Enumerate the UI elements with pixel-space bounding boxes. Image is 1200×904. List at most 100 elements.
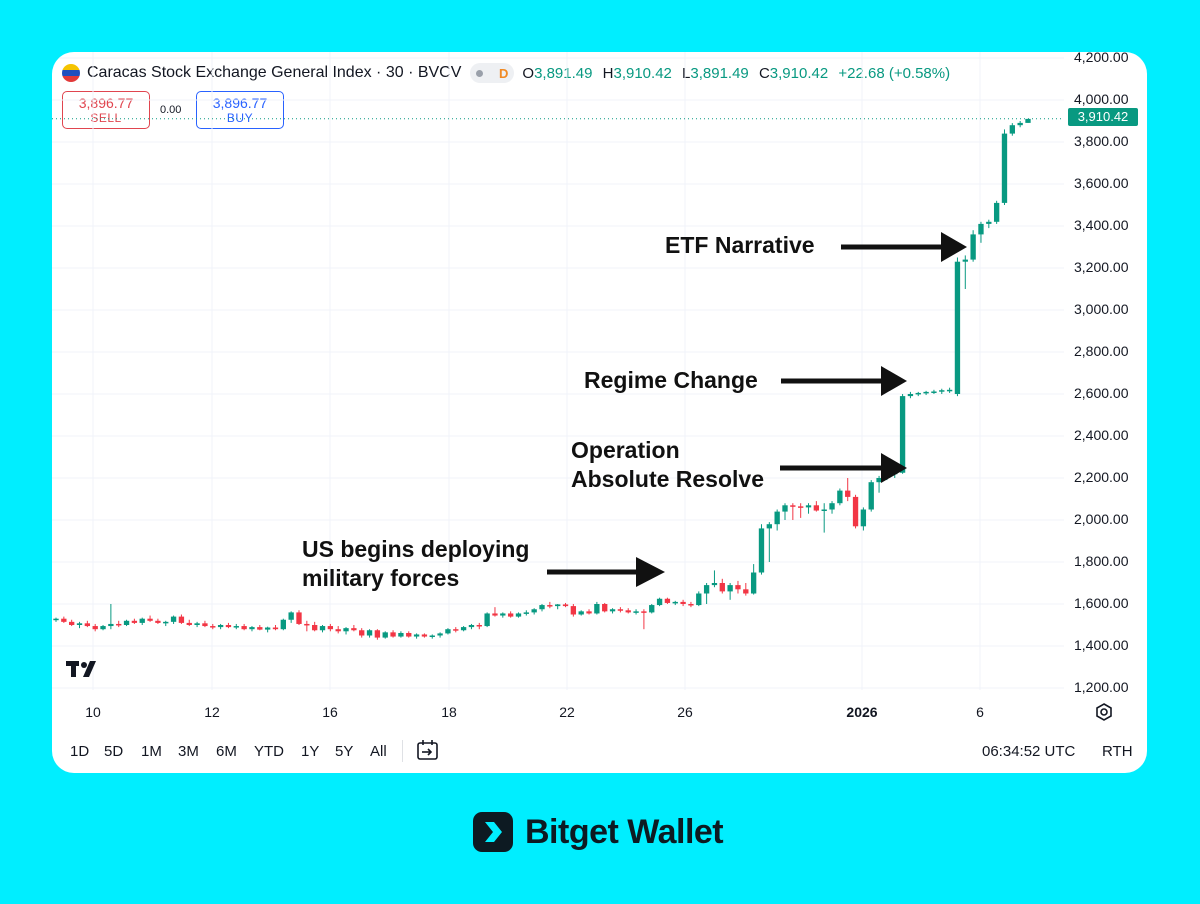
- range-all[interactable]: All: [370, 743, 387, 760]
- candle: [178, 614, 185, 624]
- candle: [837, 488, 843, 506]
- candle: [280, 618, 286, 631]
- candle: [868, 480, 874, 512]
- candle: [484, 612, 490, 628]
- candle: [664, 597, 671, 604]
- candle: [515, 612, 522, 618]
- y-tick-label: 2,800.00: [1074, 343, 1129, 359]
- utc-clock[interactable]: 06:34:52 UTC: [982, 743, 1076, 760]
- range-1d[interactable]: 1D: [70, 743, 90, 760]
- range-ytd[interactable]: YTD: [254, 743, 284, 760]
- y-tick-label: 1,200.00: [1074, 679, 1129, 695]
- candle: [1001, 129, 1008, 205]
- go-to-date-icon[interactable]: [416, 739, 440, 761]
- range-6m[interactable]: 6M: [216, 743, 237, 760]
- tradingview-logo-icon[interactable]: [66, 659, 102, 679]
- candle: [421, 633, 428, 638]
- candle: [343, 627, 349, 635]
- range-1y[interactable]: 1Y: [301, 743, 320, 760]
- candle: [116, 620, 122, 628]
- data-delay-badge[interactable]: D: [470, 63, 515, 83]
- range-5y[interactable]: 5Y: [335, 743, 354, 760]
- ohlc-readout: O3,891.49 H3,910.42 L3,891.49 C3,910.42 …: [522, 65, 956, 82]
- last-price-tag: 3,910.42: [1068, 108, 1138, 126]
- candle: [319, 625, 326, 633]
- candle: [813, 501, 820, 512]
- toolbar-divider: [402, 740, 403, 762]
- candle: [954, 257, 961, 397]
- candle: [555, 604, 561, 610]
- candle: [194, 621, 200, 628]
- arrow-etf: [841, 232, 967, 262]
- candle: [312, 621, 318, 632]
- close-value: 3,910.42: [769, 64, 829, 82]
- annotation-deploy-l2: military forces: [302, 565, 460, 591]
- candle: [578, 610, 584, 616]
- candle: [264, 626, 271, 633]
- range-1m[interactable]: 1M: [141, 743, 162, 760]
- candle: [437, 632, 443, 638]
- range-5d[interactable]: 5D: [104, 743, 124, 760]
- candle: [61, 616, 67, 623]
- candle: [390, 630, 396, 638]
- candle: [155, 618, 161, 624]
- range-3m[interactable]: 3M: [178, 743, 199, 760]
- candle: [382, 631, 388, 639]
- buy-button[interactable]: 3,896.77 BUY: [196, 91, 284, 129]
- candle: [257, 625, 263, 631]
- annotation-regime: Regime Change: [584, 367, 758, 393]
- candle: [547, 601, 553, 609]
- candle: [609, 608, 616, 614]
- candle: [445, 628, 451, 635]
- candle: [92, 623, 98, 632]
- candle: [139, 617, 145, 625]
- y-tick-label: 2,400.00: [1074, 427, 1129, 443]
- settings-icon[interactable]: [1095, 703, 1113, 721]
- y-tick-label: 3,600.00: [1074, 175, 1129, 191]
- chart-card: Caracas Stock Exchange General Index · 3…: [52, 52, 1147, 773]
- candle: [100, 625, 106, 631]
- buy-label: BUY: [226, 111, 254, 125]
- candle: [899, 394, 906, 474]
- candle: [805, 503, 812, 514]
- candle: [1025, 118, 1031, 123]
- arrow-deploy: [547, 557, 665, 587]
- candle: [735, 580, 741, 594]
- sell-label: SELL: [90, 111, 122, 125]
- candle: [163, 620, 169, 627]
- session-toggle[interactable]: RTH: [1102, 743, 1133, 760]
- candle: [225, 622, 232, 629]
- candle: [680, 599, 686, 607]
- candle: [688, 601, 694, 608]
- candle: [374, 629, 381, 640]
- candle: [304, 620, 310, 632]
- candle: [531, 608, 537, 615]
- candle: [453, 627, 459, 633]
- candle: [750, 564, 757, 595]
- candle: [633, 609, 639, 615]
- candle: [703, 583, 710, 604]
- price-chart[interactable]: [52, 52, 1147, 732]
- candle: [492, 607, 498, 617]
- candle: [821, 503, 827, 533]
- candle: [241, 623, 247, 631]
- y-tick-label: 1,800.00: [1074, 553, 1129, 569]
- annotation-operation-l1: Operation: [571, 437, 680, 463]
- candle: [335, 626, 341, 634]
- sell-button[interactable]: 3,896.77 SELL: [62, 91, 150, 129]
- x-tick-label: 16: [322, 704, 338, 720]
- y-tick-label: 2,000.00: [1074, 511, 1129, 527]
- candle: [539, 604, 545, 612]
- candle: [915, 391, 921, 397]
- candle: [327, 623, 334, 632]
- symbol-title[interactable]: Caracas Stock Exchange General Index · 3…: [87, 64, 462, 81]
- candle: [123, 619, 130, 627]
- candle: [170, 615, 177, 624]
- candle: [272, 625, 279, 631]
- status-dot-icon: [476, 69, 484, 77]
- candle: [84, 620, 91, 628]
- candle: [907, 391, 914, 399]
- y-tick-label: 1,600.00: [1074, 595, 1129, 611]
- x-tick-label: 2026: [846, 704, 878, 720]
- y-tick-label: 3,000.00: [1074, 301, 1129, 317]
